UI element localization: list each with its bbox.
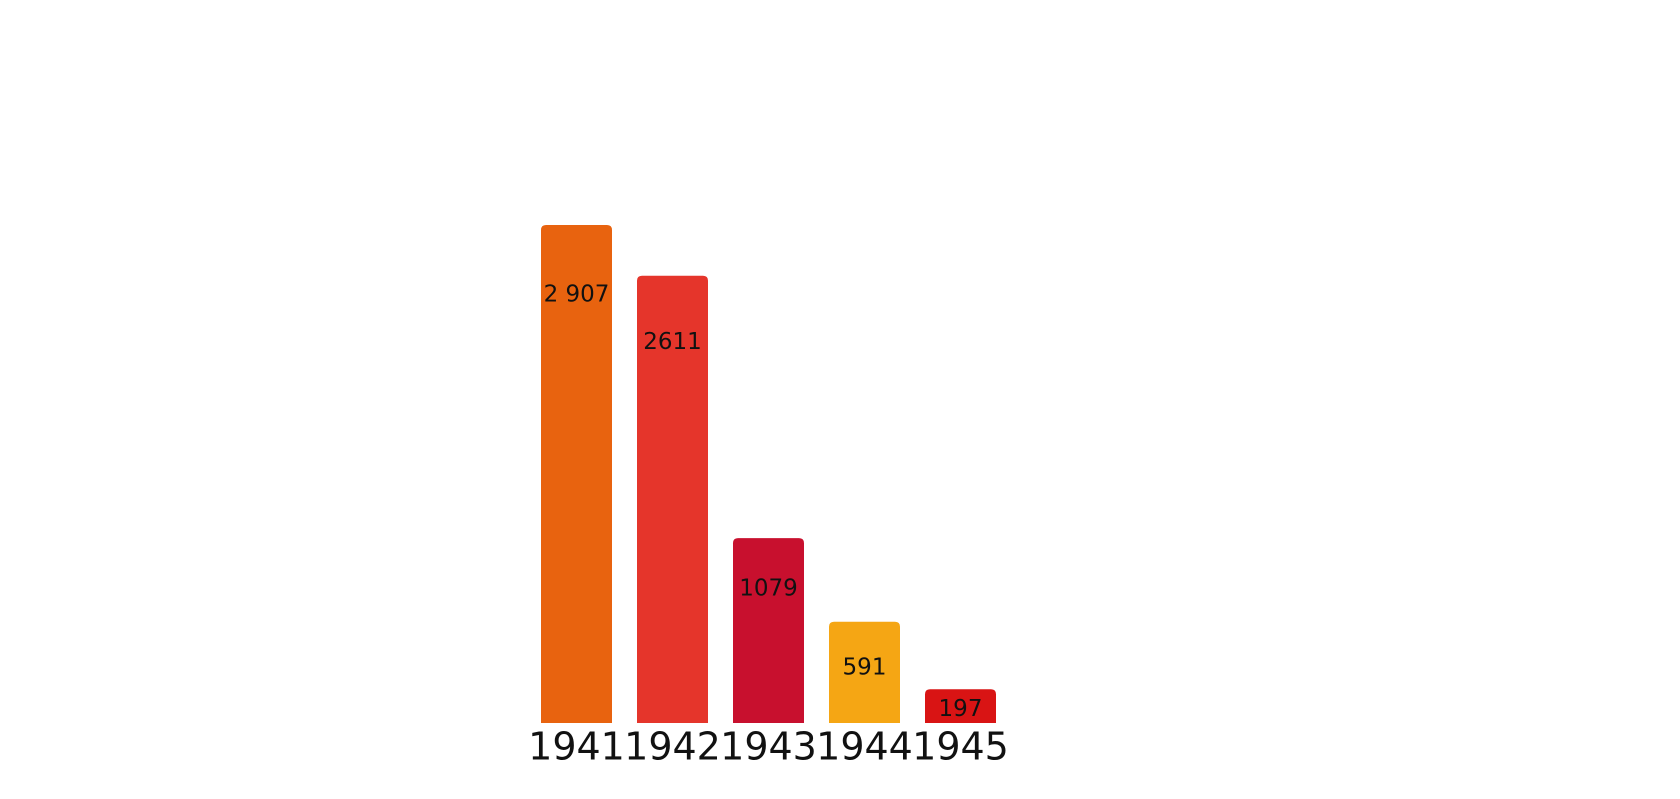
value-label: 591 bbox=[843, 654, 887, 680]
value-label: 197 bbox=[939, 696, 983, 722]
bar bbox=[925, 689, 996, 723]
bar bbox=[541, 225, 612, 723]
value-label: 1079 bbox=[739, 576, 798, 602]
value-label: 2611 bbox=[643, 329, 702, 355]
value-label: 2 907 bbox=[544, 281, 610, 307]
x-tick-label: 1945 bbox=[912, 725, 1009, 769]
bar bbox=[733, 538, 804, 723]
bar bbox=[829, 621, 900, 723]
x-tick-label: 1944 bbox=[816, 725, 913, 769]
bar bbox=[637, 275, 708, 723]
x-tick-label: 1943 bbox=[720, 725, 817, 769]
x-tick-label: 1942 bbox=[624, 725, 721, 769]
x-tick-label: 1941 bbox=[528, 725, 625, 769]
